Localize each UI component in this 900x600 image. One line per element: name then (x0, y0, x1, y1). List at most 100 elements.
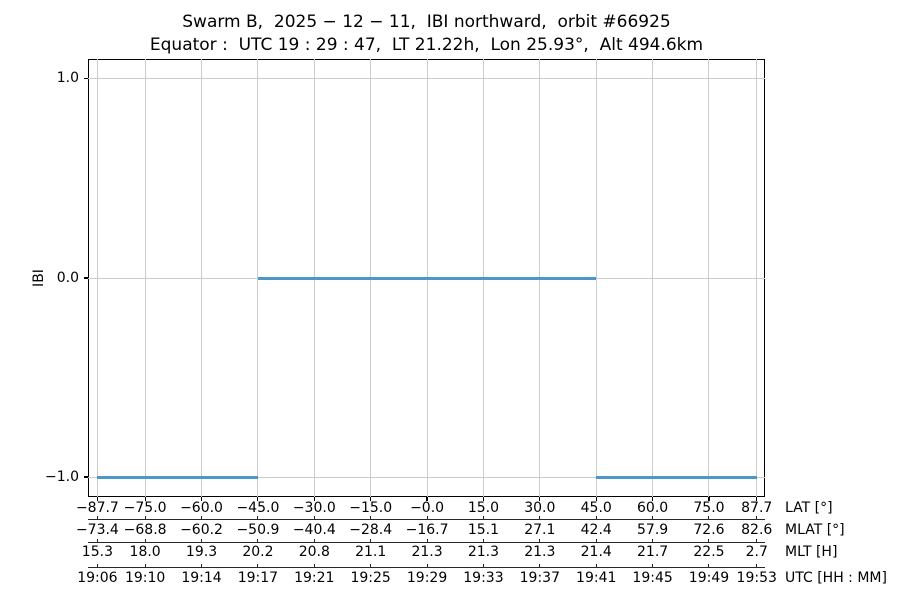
sub-axis-tick-mark (708, 516, 710, 519)
x-tick-mark (144, 497, 146, 501)
x-tick-mark (426, 497, 428, 501)
x-tick-label: 82.6 (741, 521, 773, 538)
sub-axis-line (88, 519, 765, 520)
sub-axis-tick-mark (201, 564, 203, 567)
sub-axis-tick-mark (96, 516, 98, 519)
x-tick-label: −60.2 (180, 521, 223, 538)
sub-axis-tick-mark (201, 516, 203, 519)
x-tick-mark (756, 497, 758, 501)
axis-row-name: LAT [°] (785, 500, 833, 516)
x-tick-label: −30.0 (292, 500, 336, 516)
x-tick-label: 19:49 (688, 570, 730, 586)
x-tick-label: −50.9 (236, 521, 280, 538)
x-tick-label: 19:53 (736, 570, 777, 586)
x-tick-label: 15.1 (467, 521, 500, 538)
sub-axis-line (88, 567, 765, 568)
x-tick-label: 42.4 (580, 521, 612, 538)
x-tick-label: −16.7 (405, 521, 449, 538)
x-tick-mark (313, 497, 315, 501)
x-tick-label: 20.2 (242, 543, 274, 560)
sub-axis-tick-mark (756, 538, 758, 542)
x-tick-label: 72.6 (693, 521, 725, 538)
y-tick-label: 0.0 (56, 269, 79, 286)
sub-axis-tick-mark (756, 516, 758, 519)
x-tick-mark (200, 497, 203, 501)
x-tick-label: 2.7 (745, 543, 768, 560)
sub-axis-tick-mark (96, 538, 98, 542)
x-tick-label: 27.1 (524, 521, 556, 538)
sub-axis-tick-mark (708, 538, 710, 542)
axis-row-name: MLT [H] (785, 543, 838, 560)
sub-axis-tick-mark (201, 538, 203, 542)
sub-axis-tick-mark (426, 516, 428, 519)
sub-axis-tick-mark (595, 538, 597, 542)
sub-axis-tick-mark (313, 564, 315, 567)
grid-line-horizontal (88, 78, 765, 80)
y-tick-mark (84, 78, 88, 80)
x-tick-label: 57.9 (637, 521, 669, 538)
axis-row-name: UTC [HH : MM] (785, 570, 887, 586)
x-tick-label: 19:45 (632, 570, 673, 586)
x-tick-label: −45.0 (236, 500, 280, 516)
x-tick-label: 19:41 (576, 570, 617, 586)
x-tick-label: 19:10 (124, 570, 166, 586)
x-tick-label: 20.8 (298, 543, 330, 560)
ibi-line-segment (257, 276, 597, 280)
sub-axis-tick-mark (539, 564, 541, 567)
sub-axis-tick-mark (539, 516, 541, 519)
x-tick-label: −87.7 (75, 500, 119, 516)
x-tick-label: 21.3 (467, 543, 500, 560)
x-tick-label: 19:06 (77, 570, 118, 586)
sub-axis-tick-mark (426, 538, 428, 542)
x-tick-label: 15.3 (81, 543, 113, 560)
sub-axis-tick-mark (652, 516, 654, 519)
x-tick-mark (708, 497, 710, 501)
y-tick-mark (84, 277, 88, 279)
x-tick-label: 30.0 (524, 500, 556, 516)
sub-axis-tick-mark (313, 538, 315, 542)
y-tick-label: 1.0 (56, 70, 79, 87)
x-tick-mark (257, 497, 259, 501)
sub-axis-tick-mark (482, 538, 484, 542)
x-tick-label: −75.0 (123, 500, 167, 516)
sub-axis-tick-mark (144, 516, 146, 519)
x-tick-mark (652, 497, 654, 501)
sub-axis-tick-mark (708, 564, 710, 567)
x-tick-label: 19:14 (181, 570, 222, 586)
x-tick-mark (539, 497, 541, 501)
x-tick-label: 19:17 (237, 570, 279, 586)
x-tick-label: −60.0 (180, 500, 223, 516)
sub-axis-tick-mark (652, 564, 654, 567)
sub-axis-tick-mark (652, 538, 654, 542)
x-tick-label: −73.4 (75, 521, 119, 538)
x-tick-label: 21.3 (411, 543, 443, 560)
grid-line-horizontal (88, 476, 765, 478)
x-tick-label: 19:21 (294, 570, 335, 586)
sub-axis-tick-mark (257, 538, 259, 542)
x-tick-mark (595, 497, 597, 501)
sub-axis-tick-mark (756, 564, 758, 567)
chart-subtitle: Equator : UTC 19 : 29 : 47, LT 21.22h, L… (149, 35, 704, 55)
x-tick-label: 22.5 (693, 543, 725, 560)
sub-axis-tick-mark (96, 564, 98, 567)
x-tick-label: −40.4 (292, 521, 336, 538)
ibi-line-segment (596, 475, 757, 479)
x-tick-label: 19.3 (185, 543, 218, 560)
y-tick-label: −1.0 (45, 468, 79, 485)
x-tick-label: 75.0 (693, 500, 725, 516)
y-tick-mark (84, 476, 88, 478)
ibi-line-segment (97, 475, 258, 479)
sub-axis-tick-mark (257, 516, 259, 519)
sub-axis-tick-mark (313, 516, 315, 519)
x-tick-label: 19:37 (519, 570, 561, 586)
sub-axis-tick-mark (370, 516, 372, 519)
x-tick-mark (370, 497, 372, 501)
chart-title: Swarm B, 2025 − 12 − 11, IBI northward, … (182, 12, 671, 32)
x-tick-label: 21.3 (524, 543, 556, 560)
x-tick-label: 19:29 (406, 570, 448, 586)
sub-axis-tick-mark (426, 564, 428, 567)
x-tick-label: 21.1 (355, 543, 387, 560)
sub-axis-tick-mark (482, 564, 484, 567)
x-tick-label: 60.0 (637, 500, 669, 516)
